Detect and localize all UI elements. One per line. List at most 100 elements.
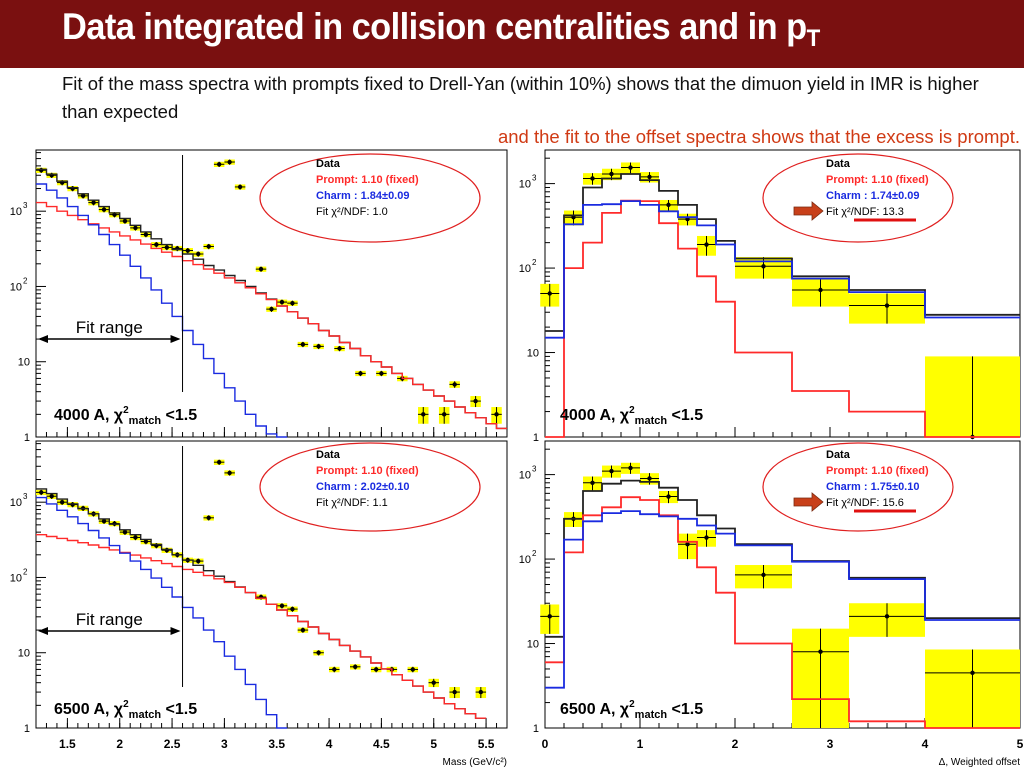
data-point xyxy=(216,459,222,465)
legend-ellipse xyxy=(259,153,481,243)
cut-label: 4000 A, χ2match <1.5 xyxy=(54,405,197,427)
x-tick-label: 3 xyxy=(221,737,228,751)
data-points-mass_4000 xyxy=(36,159,502,424)
series-charm-curve xyxy=(545,510,1020,689)
data-point xyxy=(590,176,595,181)
data-point xyxy=(206,515,211,521)
x-tick-label: 3 xyxy=(827,737,834,751)
data-point xyxy=(290,606,295,612)
data-point xyxy=(704,242,709,247)
data-point xyxy=(761,572,766,578)
legend-ellipse xyxy=(259,442,481,532)
title-subscript: T xyxy=(806,25,821,52)
y-tick-label: 10 xyxy=(10,572,22,584)
title-text: Data integrated in collision centralitie… xyxy=(62,6,807,47)
data-point xyxy=(101,518,107,524)
x-tick-label: 1 xyxy=(637,737,644,751)
data-point xyxy=(49,494,54,499)
data-point xyxy=(216,162,222,167)
legend-prompt: Prompt: 1.10 (fixed) xyxy=(316,174,419,186)
data-point xyxy=(300,342,306,347)
data-point xyxy=(91,200,96,205)
series-prompt-curve xyxy=(545,199,1020,438)
data-point xyxy=(478,689,484,695)
data-point xyxy=(431,680,436,685)
data-point xyxy=(761,264,766,269)
series-prompt-curve xyxy=(545,496,1020,729)
plot-frame-mass_4000 xyxy=(35,149,508,438)
data-point xyxy=(164,548,170,553)
data-point xyxy=(279,299,285,305)
y-tick-exponent: 3 xyxy=(532,174,537,183)
x-axis-label: Δ, Weighted offset xyxy=(939,757,1021,768)
fit-range-arrowhead-left xyxy=(38,335,48,343)
data-point xyxy=(300,627,306,633)
data-point xyxy=(547,614,552,619)
data-point xyxy=(442,412,447,417)
data-point xyxy=(410,667,415,672)
data-point xyxy=(547,291,552,296)
x-tick-label: 5.5 xyxy=(478,737,495,751)
series-charm-curve xyxy=(545,200,1020,339)
title-bar xyxy=(0,0,1024,68)
data-points-mass_6500 xyxy=(36,459,487,699)
legend-fit-chi2: Fit χ²/NDF: 1.0 xyxy=(316,206,388,218)
data-point xyxy=(258,266,264,272)
x-tick-label: 4 xyxy=(922,737,929,751)
y-tick-exponent: 3 xyxy=(532,465,537,474)
y-tick-label: 10 xyxy=(527,348,539,360)
y-tick-exponent: 2 xyxy=(23,276,28,285)
series-charm-curve xyxy=(36,496,288,729)
data-point xyxy=(884,614,890,619)
y-tick-label: 10 xyxy=(18,357,30,369)
data-point xyxy=(609,468,614,474)
legend-charm: Charm : 1.75±0.10 xyxy=(826,481,919,493)
highlight-arrow-icon xyxy=(793,492,824,512)
y-tick-exponent: 3 xyxy=(23,201,28,210)
y-tick-label: 10 xyxy=(10,281,22,293)
y-tick-exponent: 3 xyxy=(23,492,28,501)
fit-range-arrowhead-right xyxy=(170,627,181,635)
data-point xyxy=(59,499,65,505)
data-point xyxy=(590,480,595,485)
cut-label: 6500 A, χ2match <1.5 xyxy=(54,699,197,721)
data-point xyxy=(373,667,379,672)
data-point xyxy=(609,171,614,177)
data-point xyxy=(133,535,138,540)
data-point xyxy=(647,476,652,481)
data-point xyxy=(704,535,709,540)
x-tick-label: 2.5 xyxy=(164,737,181,751)
data-point xyxy=(884,303,890,308)
data-point xyxy=(122,218,128,224)
data-point xyxy=(143,232,149,237)
data-point xyxy=(227,470,232,476)
data-point xyxy=(227,159,232,165)
x-tick-label: 2 xyxy=(732,737,739,751)
data-point xyxy=(101,207,107,212)
data-point xyxy=(970,670,975,676)
legend-prompt: Prompt: 1.10 (fixed) xyxy=(826,174,929,186)
highlight-note: and the fit to the offset spectra shows … xyxy=(497,126,1020,147)
fit-range-arrowhead-left xyxy=(38,627,48,635)
data-point xyxy=(39,490,44,495)
series-charm-curve xyxy=(36,183,288,438)
y-tick-label: 10 xyxy=(519,179,531,191)
data-point xyxy=(628,465,633,471)
data-point xyxy=(685,542,690,547)
data-point xyxy=(358,371,363,376)
data-point xyxy=(316,344,321,349)
data-point xyxy=(206,244,211,249)
legend-fit-chi2: Fit χ²/NDF: 13.3 xyxy=(826,206,904,218)
legend-prompt: Prompt: 1.10 (fixed) xyxy=(826,465,929,477)
x-tick-label: 1.5 xyxy=(59,737,76,751)
series-prompt-curve xyxy=(36,534,487,719)
x-tick-label: 0 xyxy=(542,737,549,751)
data-point xyxy=(196,251,201,257)
y-tick-label: 10 xyxy=(527,639,539,651)
y-tick-label: 10 xyxy=(519,554,531,566)
data-point xyxy=(818,287,823,293)
y-tick-label: 10 xyxy=(519,470,531,482)
y-tick-exponent: 2 xyxy=(532,258,537,267)
data-point xyxy=(133,225,138,231)
y-tick-label: 10 xyxy=(10,497,22,509)
